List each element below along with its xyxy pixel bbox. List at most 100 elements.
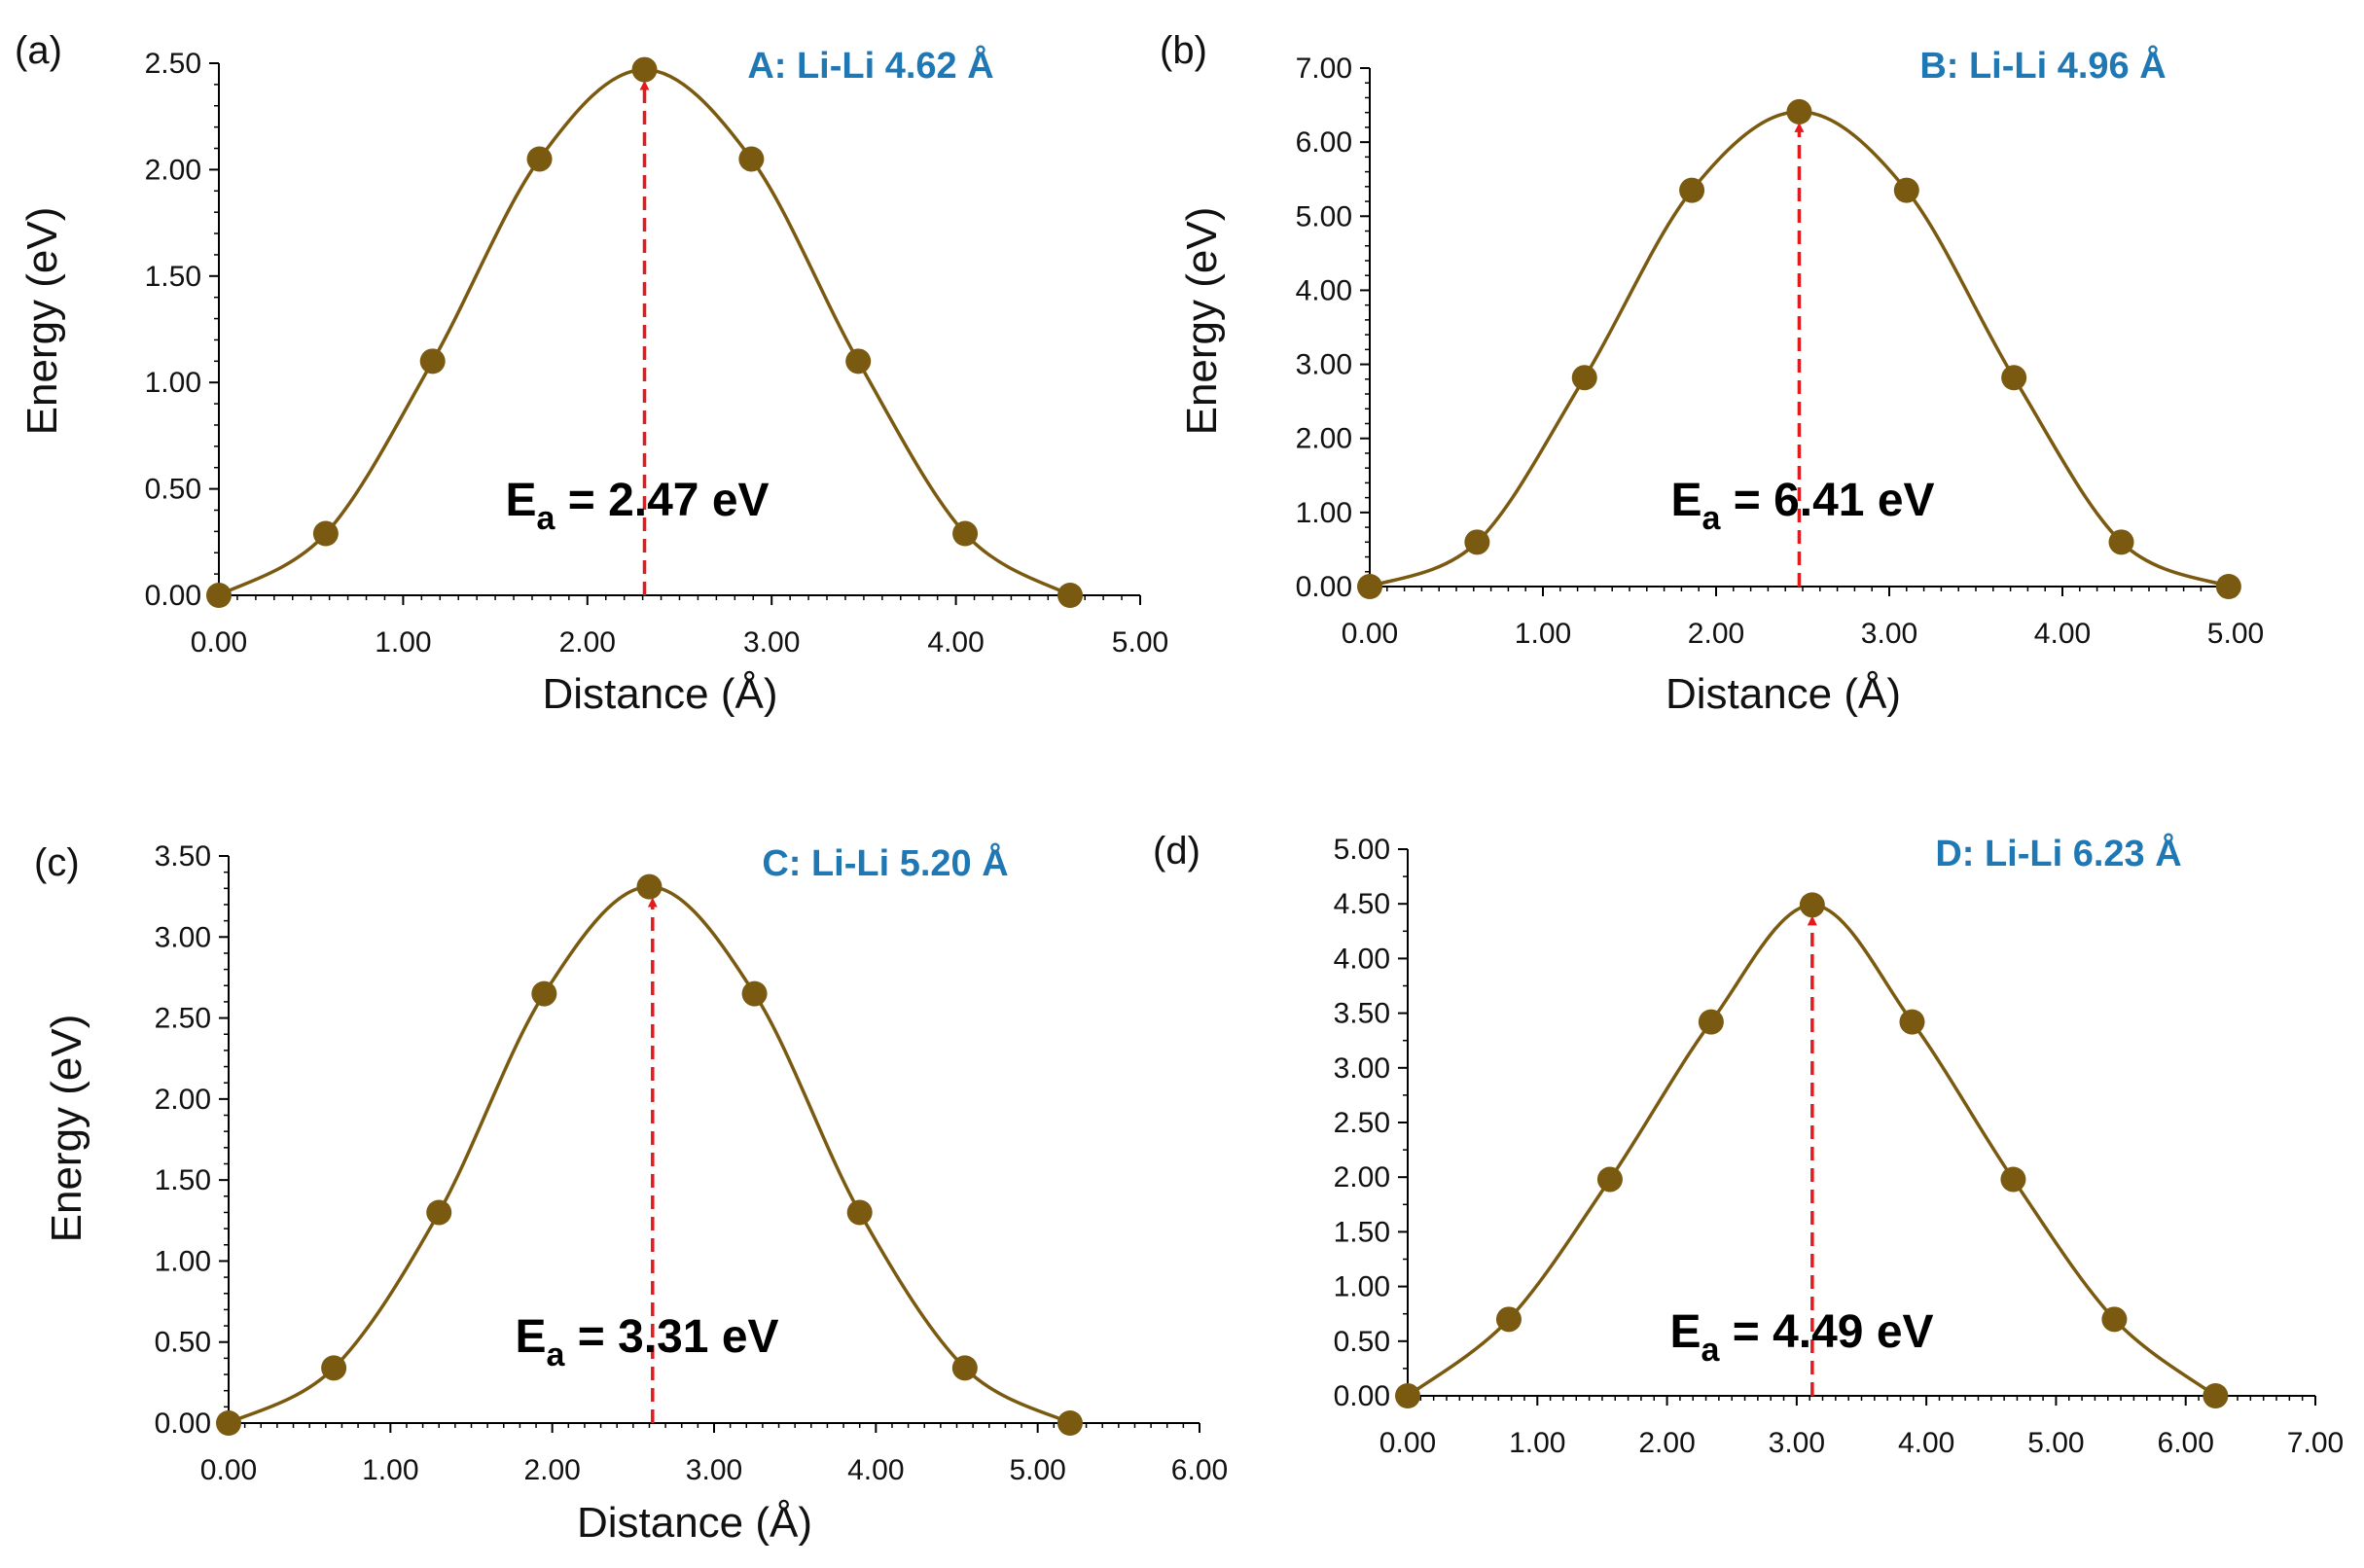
- activation-energy-label: Ea = 4.49 eV: [1669, 1306, 1933, 1369]
- x-tick-label: 6.00: [2158, 1427, 2214, 1459]
- data-point: [2101, 1306, 2128, 1333]
- y-tick-label: 2.50: [1334, 1107, 1390, 1139]
- chart-panel-d: 0.00 0.50 1.00 1.50 2.00 2.50 3.00 3.50 4.00 4.50…: [1153, 830, 2344, 1459]
- data-point: [531, 980, 557, 1007]
- chart-title: C: Li-Li 5.20 Å: [762, 841, 1008, 884]
- data-point: [845, 348, 872, 374]
- x-tick-label: 4.00: [927, 626, 984, 659]
- x-tick-label: 3.00: [686, 1454, 742, 1486]
- data-point: [846, 1199, 873, 1226]
- data-point: [1596, 1166, 1623, 1193]
- data-point: [1395, 1383, 1420, 1408]
- chart-title: A: Li-Li 4.62 Å: [747, 44, 993, 87]
- y-tick-label: 5.00: [1334, 834, 1390, 866]
- x-tick-label: 2.00: [1688, 618, 1744, 650]
- data-point: [636, 873, 663, 900]
- y-tick-label: 4.00: [1296, 274, 1352, 306]
- y-tick-label: 2.00: [1296, 423, 1352, 455]
- data-point: [1464, 529, 1490, 555]
- data-point: [1786, 98, 1812, 125]
- annotation-value: = 4.49 eV: [1719, 1306, 1933, 1358]
- data-point: [2203, 1383, 2229, 1408]
- annotation-symbol: E: [1670, 475, 1701, 526]
- data-point: [1698, 1009, 1724, 1035]
- y-tick-label: 0.00: [1296, 571, 1352, 603]
- y-tick-label: 1.00: [145, 367, 201, 399]
- data-point: [312, 520, 339, 547]
- y-tick-label: 3.00: [1296, 349, 1352, 381]
- x-tick-label: 0.00: [200, 1454, 257, 1486]
- y-tick-label: 0.00: [155, 1408, 211, 1440]
- x-axis-title: Distance (Å): [1666, 670, 1901, 718]
- panel-label: (d): [1153, 830, 1200, 873]
- annotation-value: = 2.47 eV: [555, 475, 769, 526]
- chart-panel-c: 0.00 0.50 1.00 1.50 2.00 2.50 3.00 3.50 0.00 1.00…: [34, 840, 1228, 1547]
- data-point: [2000, 1166, 2026, 1193]
- y-tick-label: 1.00: [1296, 497, 1352, 529]
- x-tick-label: 4.00: [847, 1454, 904, 1486]
- y-tick-label: 3.50: [155, 840, 211, 873]
- x-tick-label: 0.00: [1379, 1427, 1436, 1459]
- y-tick-label: 4.00: [1334, 943, 1390, 975]
- y-tick-label: 6.00: [1296, 126, 1352, 159]
- x-tick-label: 0.00: [1342, 618, 1398, 650]
- data-point: [526, 146, 553, 172]
- annotation-value: = 6.41 eV: [1720, 475, 1934, 526]
- x-tick-label: 1.00: [1509, 1427, 1565, 1459]
- panel-label: (a): [15, 29, 62, 72]
- data-point: [419, 348, 446, 374]
- x-tick-label: 4.00: [1898, 1427, 1954, 1459]
- data-point: [1799, 892, 1825, 918]
- y-tick-label: 2.00: [1334, 1161, 1390, 1194]
- data-point: [1571, 365, 1597, 391]
- y-tick-label: 1.00: [1334, 1271, 1390, 1303]
- x-tick-label: 3.00: [1769, 1427, 1825, 1459]
- panel-label: (b): [1160, 29, 1207, 72]
- y-tick-label: 2.50: [145, 48, 201, 80]
- x-tick-label: 6.00: [1171, 1454, 1228, 1486]
- data-point: [216, 1410, 241, 1436]
- y-tick-label: 2.50: [155, 1003, 211, 1035]
- chart-panel-a: 0.00 0.50 1.00 1.50 2.00 2.50 0.00 1.00 2.00 3.00…: [15, 29, 1168, 718]
- panel-label: (c): [34, 841, 80, 884]
- x-tick-label: 3.00: [743, 626, 800, 659]
- x-tick-label: 3.00: [1861, 618, 1917, 650]
- x-tick-label: 0.00: [191, 626, 247, 659]
- data-point: [426, 1199, 452, 1226]
- y-tick-label: 3.00: [155, 921, 211, 953]
- data-point: [1057, 583, 1084, 608]
- y-tick-label: 1.00: [155, 1245, 211, 1277]
- data-point: [2001, 365, 2027, 391]
- y-tick-label: 0.00: [145, 580, 201, 612]
- x-tick-label: 5.00: [2207, 618, 2264, 650]
- data-point: [1899, 1009, 1925, 1035]
- data-point: [952, 520, 979, 547]
- data-point: [1893, 177, 1919, 203]
- annotation-symbol: E: [515, 1311, 546, 1363]
- y-tick-label: 3.00: [1334, 1052, 1390, 1085]
- data-point: [1495, 1306, 1522, 1333]
- activation-energy-label: Ea = 2.47 eV: [505, 475, 769, 537]
- data-point: [741, 980, 768, 1007]
- activation-energy-label: Ea = 6.41 eV: [1670, 475, 1934, 537]
- data-point: [631, 56, 658, 83]
- y-axis-title: Energy (eV): [43, 1015, 90, 1243]
- activation-energy-label: Ea = 3.31 eV: [515, 1311, 778, 1373]
- x-axis-title: Distance (Å): [577, 1499, 812, 1547]
- y-tick-label: 2.00: [155, 1084, 211, 1116]
- annotation-symbol: E: [1669, 1306, 1701, 1358]
- annotation-subscript: a: [1701, 500, 1721, 537]
- x-tick-label: 1.00: [362, 1454, 418, 1486]
- chart-panel-b: 0.00 1.00 2.00 3.00 4.00 5.00 6.00 7.00 0.00 1.00…: [1160, 29, 2264, 718]
- annotation-subscript: a: [546, 1336, 565, 1373]
- x-tick-label: 1.00: [375, 626, 431, 659]
- y-tick-label: 5.00: [1296, 200, 1352, 232]
- y-axis-title: Energy (eV): [1178, 207, 1226, 436]
- x-tick-label: 7.00: [2287, 1427, 2344, 1459]
- data-point: [1357, 574, 1382, 599]
- x-tick-label: 5.00: [2027, 1427, 2084, 1459]
- data-point: [2215, 574, 2241, 599]
- annotation-subscript: a: [536, 500, 555, 537]
- y-axis-title: Energy (eV): [18, 207, 66, 436]
